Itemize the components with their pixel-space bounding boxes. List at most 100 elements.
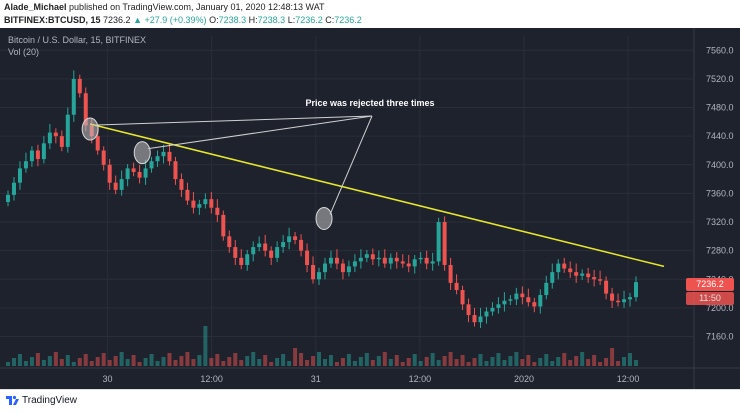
volume-bar [35, 353, 40, 366]
volume-bar [448, 352, 453, 366]
candle-body [604, 280, 609, 294]
price-change: +27.9 (+0.39%) [144, 15, 207, 25]
volume-bar [466, 362, 471, 366]
volume-bar [251, 352, 256, 366]
volume-bar [113, 356, 118, 366]
open-value: 7238.3 [218, 15, 247, 25]
candle-body [11, 182, 16, 195]
candle-body [107, 164, 112, 183]
y-tick-label: 7160.0 [706, 332, 734, 342]
price-chart[interactable]: 7560.0 7520.0 7480.0 7440.0 7400.0 7360.0 7320… [0, 28, 740, 389]
volume-bar [418, 361, 423, 366]
volume-bar [346, 354, 351, 366]
volume-bar [352, 361, 357, 366]
candle-body [412, 259, 417, 267]
volume-bar [598, 362, 603, 366]
candle-body [71, 78, 76, 115]
candle-body [6, 194, 10, 203]
x-tick-label: 12:00 [409, 374, 432, 384]
candle-body [526, 297, 531, 303]
volume-bar [454, 359, 459, 366]
candle-body [598, 279, 603, 281]
volume-bar [568, 360, 573, 366]
candle-body [322, 263, 327, 273]
candle-body [59, 136, 64, 147]
candle-body [574, 272, 579, 276]
high-value: 7238.3 [257, 15, 286, 25]
volume-bar [227, 357, 232, 366]
volume-bar [6, 362, 10, 366]
chart-title: Bitcoin / U.S. Dollar, 15, BITFINEX [8, 35, 147, 45]
candle-body [185, 189, 190, 201]
volume-bar [622, 357, 627, 366]
candle-body [143, 168, 148, 178]
candle-body [29, 150, 34, 162]
volume-bar [23, 361, 28, 366]
candle-body [119, 179, 124, 190]
candle-body [269, 250, 274, 258]
ohlc-line: BITFINEX:BTCUSD, 15 7236.2 ▲ +27.9 (+0.3… [4, 15, 362, 25]
volume-bar [412, 354, 417, 366]
chart-legend: Bitcoin / U.S. Dollar, 15, BITFINEX Vol … [8, 34, 146, 58]
volume-bar [281, 354, 286, 366]
publish-header: Alade_Michael published on TradingView.c… [0, 0, 740, 28]
candle-body [179, 179, 184, 190]
volume-bar [394, 355, 399, 366]
candle-body [628, 297, 633, 300]
candle-body [155, 156, 160, 162]
volume-bar [574, 356, 579, 366]
candle-body [352, 261, 357, 267]
volume-bar [322, 359, 327, 366]
candle-body [592, 277, 597, 280]
candle-body [382, 257, 387, 264]
volume-bar [526, 355, 531, 366]
footer-brand[interactable]: TradingView [22, 395, 78, 406]
volume-bar [442, 356, 447, 366]
symbol-label: BITFINEX:BTCUSD, 15 [4, 15, 101, 25]
volume-bar [538, 358, 543, 366]
volume-bar [490, 357, 495, 366]
volume-bar [275, 358, 280, 366]
volume-bar [179, 356, 184, 366]
volume-bar [592, 355, 597, 366]
volume-bar [305, 360, 310, 366]
candle-body [257, 243, 262, 248]
y-tick-label: 7400.0 [706, 160, 734, 170]
candle-body [137, 171, 142, 178]
volume-bar [424, 357, 429, 366]
candle-body [245, 254, 250, 265]
volume-bar [562, 353, 567, 366]
last-price-tag: 7236.2 [686, 278, 734, 291]
trendline [89, 123, 665, 268]
candle-body [394, 257, 399, 262]
y-tick-label: 7520.0 [706, 74, 734, 84]
volume-bar [89, 361, 94, 366]
candle-body [460, 290, 465, 305]
volume-bar [287, 361, 292, 366]
close-value: 7236.2 [334, 15, 362, 25]
candle-body [448, 264, 453, 283]
annotation-text: Price was rejected three times [305, 98, 434, 108]
volume-bar [376, 356, 381, 366]
close-label: C: [325, 15, 335, 25]
volume-bar [203, 326, 208, 366]
candle-body [406, 263, 411, 267]
candle-body [544, 282, 549, 296]
candle-body [53, 132, 58, 137]
y-tick-label: 7440.0 [706, 131, 734, 141]
volume-bar [47, 356, 52, 366]
candle-body [47, 132, 52, 144]
publisher-name[interactable]: Alade_Michael [4, 2, 67, 12]
chart-area[interactable]: 7560.0 7520.0 7480.0 7440.0 7400.0 7360.0 7320… [0, 28, 740, 389]
volume-bar [502, 360, 507, 366]
volume-bar [634, 360, 638, 366]
volume-bar [334, 362, 339, 366]
volume-bar [185, 352, 190, 366]
volume-bar [197, 355, 202, 366]
candle-body [23, 161, 28, 169]
candle-body [610, 293, 615, 301]
candle-body [161, 151, 166, 157]
candle-body [131, 168, 136, 172]
candle-body [466, 304, 471, 316]
candle-body [233, 247, 238, 258]
